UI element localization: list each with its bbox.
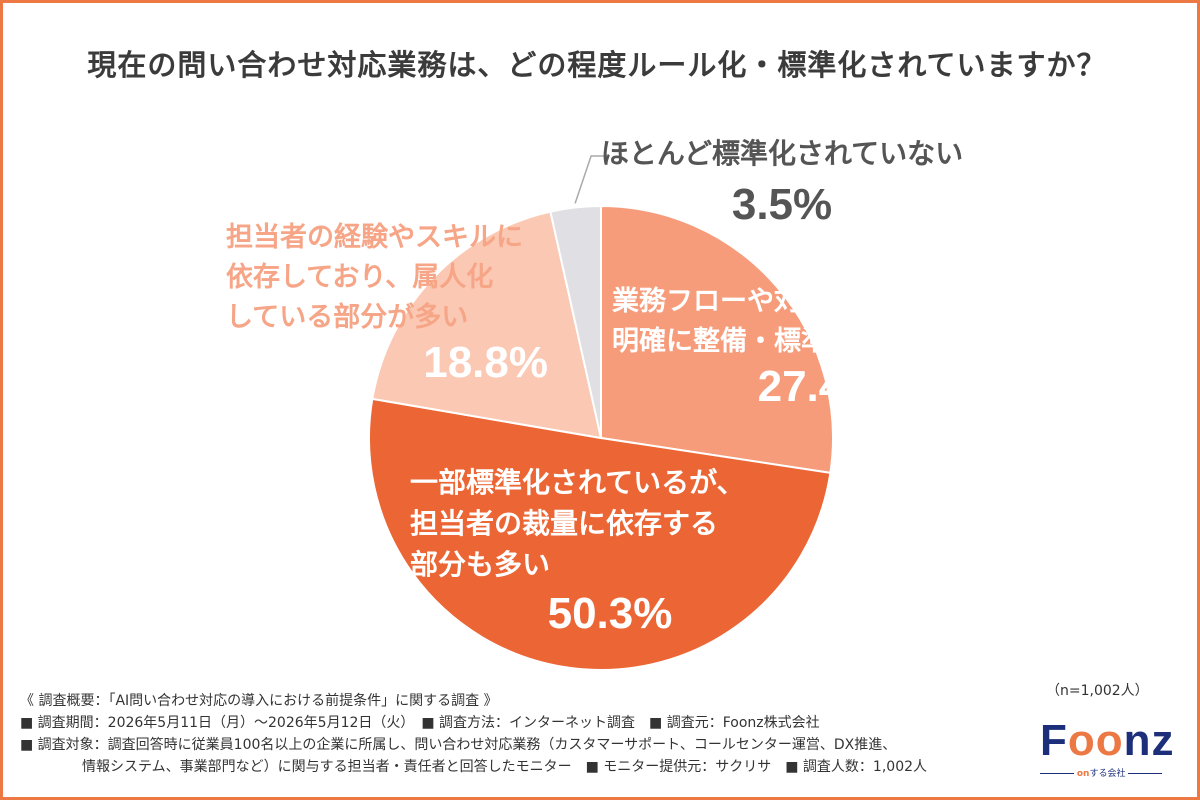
slice-label-person-dependent: 担当者の経験やスキルに 依存しており、属人化 している部分が多い 18.8% bbox=[226, 218, 548, 388]
slice-label-text: 明確に整備・標準化されている bbox=[612, 326, 990, 357]
slice-label-text: 部分も多い bbox=[410, 548, 551, 581]
slice-label-text: 一部標準化されているが、 bbox=[410, 466, 745, 499]
logo-tagline: onする会社 bbox=[1040, 766, 1188, 779]
slice-percent: 50.3% bbox=[547, 589, 673, 638]
pie-slice-0 bbox=[600, 204, 834, 474]
logo-wordmark: Foonz bbox=[1040, 716, 1175, 765]
sample-size-note: （n=1,002人） bbox=[1046, 683, 1149, 699]
footer-line: ■ 調査対象：調査回答時に従業員100名以上の企業に所属し、問い合わせ対応業務（… bbox=[20, 737, 897, 753]
foonz-logo: Foonz onする会社 bbox=[1040, 718, 1188, 780]
chart-title: 現在の問い合わせ対応業務は、どの程度ルール化・標準化されていますか？ bbox=[87, 48, 1107, 82]
slice-label-not-standardized: ほとんど標準化されていない 3.5% bbox=[582, 134, 982, 230]
slice-label-text: 業務フローや対応マニュアルが bbox=[612, 286, 990, 317]
pie-slice-2 bbox=[371, 210, 603, 440]
leader-line bbox=[574, 155, 610, 204]
footer-line: 情報システム、事業部門など）に関与する担当者・責任者と回答したモニター ■ モニ… bbox=[82, 759, 928, 775]
footer-line: ■ 調査期間：2026年5月11日（月）〜2026年5月12日（火） ■ 調査方… bbox=[20, 715, 820, 731]
slice-percent: 18.8% bbox=[423, 338, 548, 387]
slice-label-text: 依存しており、属人化 bbox=[226, 262, 494, 293]
slice-percent: 3.5% bbox=[731, 180, 833, 229]
slice-percent: 27.4% bbox=[757, 362, 883, 411]
slice-label-text: 担当者の経験やスキルに bbox=[226, 222, 523, 253]
slice-label-text: している部分が多い bbox=[226, 302, 469, 333]
pie-slice-1 bbox=[368, 397, 832, 671]
slice-label-partially-standardized: 一部標準化されているが、 担当者の裁量に依存する 部分も多い 50.3% bbox=[410, 462, 790, 639]
pie-slice-3 bbox=[549, 204, 602, 439]
slice-label-text: 担当者の裁量に依存する bbox=[410, 507, 719, 540]
footer-line: 《 調査概要：「AI問い合わせ対応の導入における前提条件」に関する調査 》 bbox=[20, 693, 498, 709]
slice-label-text: ほとんど標準化されていない bbox=[600, 137, 964, 170]
slice-label-standardized: 業務フローや対応マニュアルが 明確に整備・標準化されている 27.4% bbox=[612, 282, 989, 412]
survey-footer: 《 調査概要：「AI問い合わせ対応の導入における前提条件」に関する調査 》 ■ … bbox=[20, 690, 927, 778]
